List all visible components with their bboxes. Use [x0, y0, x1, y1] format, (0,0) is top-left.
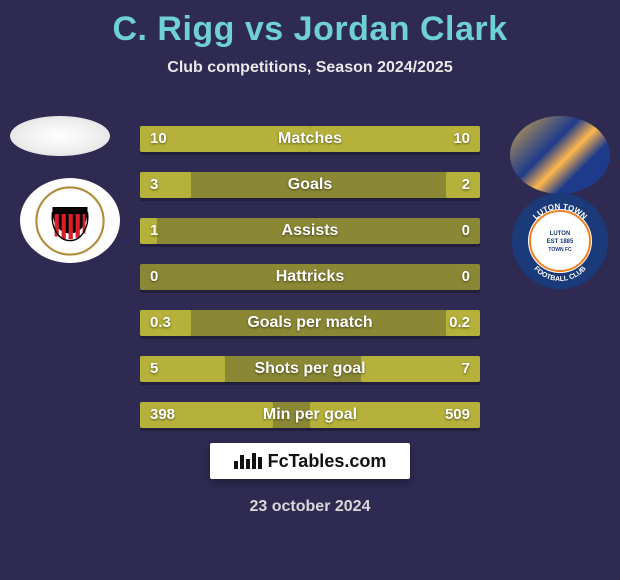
svg-text:TOWN FC: TOWN FC — [548, 247, 572, 253]
stat-value-left: 10 — [150, 126, 167, 152]
svg-text:EST 1885: EST 1885 — [547, 239, 574, 245]
bars-icon — [234, 453, 262, 469]
stat-row: Goals per match0.3 0.2 — [140, 310, 480, 336]
fctables-logo: FcTables.com — [210, 443, 410, 479]
comparison-bars: Matches1010Goals32Assists10Hattricks00Go… — [140, 126, 480, 448]
stat-value-right: 509 — [445, 402, 470, 428]
stat-value-left: 1 — [150, 218, 158, 244]
player-right-photo — [510, 116, 610, 194]
stat-label: Matches — [140, 126, 480, 152]
page-title: C. Rigg vs Jordan Clark — [0, 0, 620, 49]
player-left-photo — [10, 116, 110, 156]
stat-label: Goals per match — [140, 310, 480, 336]
club-left-logo — [20, 178, 120, 263]
stat-value-right: 10 — [453, 126, 470, 152]
stat-label: Goals — [140, 172, 480, 198]
stat-value-left: 3 — [150, 172, 158, 198]
date-text: 23 october 2024 — [0, 498, 620, 516]
stat-label: Hattricks — [140, 264, 480, 290]
stat-value-left: 0 — [150, 264, 158, 290]
svg-text:LUTON: LUTON — [550, 231, 571, 237]
stat-label: Shots per goal — [140, 356, 480, 382]
stat-value-right: 0.2 — [449, 310, 470, 336]
club-right-logo: LUTON EST 1885 TOWN FC LUTON TOWN FOOTBA… — [510, 198, 610, 283]
stat-row: Goals3 2 — [140, 172, 480, 198]
stat-row: Assists1 0 — [140, 218, 480, 244]
stat-row: Min per goal398 509 — [140, 402, 480, 428]
safc-badge-icon — [35, 186, 105, 256]
stat-value-right: 7 — [462, 356, 470, 382]
stat-label: Assists — [140, 218, 480, 244]
subtitle: Club competitions, Season 2024/2025 — [0, 59, 620, 77]
stat-value-right: 0 — [462, 218, 470, 244]
stat-row: Matches10 10 — [140, 126, 480, 152]
stat-value-left: 0.3 — [150, 310, 171, 336]
stat-value-left: 398 — [150, 402, 175, 428]
footer-brand-text: FcTables.com — [268, 451, 387, 472]
stat-row: Shots per goal5 7 — [140, 356, 480, 382]
stat-row: Hattricks0 0 — [140, 264, 480, 290]
stat-value-right: 0 — [462, 264, 470, 290]
stat-label: Min per goal — [140, 402, 480, 428]
luton-badge-icon: LUTON EST 1885 TOWN FC LUTON TOWN FOOTBA… — [510, 191, 610, 291]
stat-value-right: 2 — [462, 172, 470, 198]
stat-value-left: 5 — [150, 356, 158, 382]
